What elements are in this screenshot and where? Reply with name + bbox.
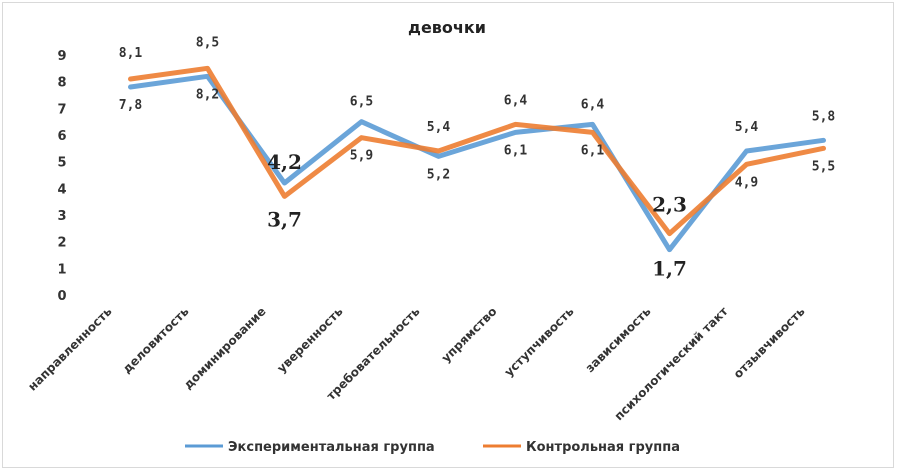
x-category-label: зависимость	[583, 304, 654, 375]
y-tick-label: 7	[57, 102, 66, 117]
data-label-control: 8,1	[119, 46, 143, 61]
y-tick-label: 0	[57, 289, 66, 304]
series-lines	[128, 65, 826, 253]
data-label-experimental: 7,8	[119, 98, 143, 113]
y-tick-label: 3	[57, 209, 66, 224]
chart-title: девочки	[408, 18, 486, 37]
data-label-control: 4,9	[735, 175, 758, 190]
x-category-label: уверенность	[274, 304, 346, 376]
legend-label-experimental: Экспериментальная группа	[228, 440, 435, 455]
legend: Экспериментальная группа Контрольная гру…	[185, 440, 680, 455]
data-label-experimental: 5,4	[735, 120, 759, 135]
y-tick-label: 9	[57, 49, 66, 64]
x-category-label: упрямство	[439, 304, 500, 365]
data-label-experimental: 6,4	[581, 97, 605, 112]
data-label-control: 5,5	[812, 159, 835, 174]
y-tick-label: 6	[57, 129, 66, 144]
y-axis: 0 1 2 3 4 5 6 7 8 9	[57, 49, 66, 304]
x-category-label: направленность	[25, 304, 115, 394]
y-tick-label: 8	[57, 76, 66, 91]
data-label-experimental: 6,5	[350, 95, 373, 110]
series-line-experimental	[128, 73, 826, 253]
y-tick-label: 1	[57, 262, 66, 277]
data-label-control: 6,1	[581, 143, 605, 158]
y-tick-label: 4	[57, 182, 66, 197]
x-category-label: уступчивость	[502, 304, 577, 379]
x-category-label: деловитость	[120, 304, 192, 376]
data-label-experimental: 8,2	[196, 87, 219, 102]
x-category-label: отзывчивость	[731, 304, 808, 381]
data-label-control: 2,3	[652, 193, 687, 217]
data-label-experimental: 1,7	[652, 257, 687, 281]
legend-label-control: Контрольная группа	[526, 440, 680, 455]
data-label-experimental: 6,1	[504, 143, 528, 158]
data-label-experimental: 5,8	[812, 109, 836, 124]
x-category-label: доминирование	[181, 304, 269, 392]
y-tick-label: 2	[57, 236, 66, 251]
data-labels: 7,8 8,2 4,2 6,5 5,2 6,1 6,4 1,7 5,4 5,8 8,1 8,5 3,7 5…	[119, 35, 836, 280]
series-line-control	[128, 65, 826, 237]
data-label-control: 6,4	[504, 93, 528, 108]
data-label-control: 5,9	[350, 149, 373, 164]
data-label-control: 8,5	[196, 35, 219, 50]
data-label-control: 5,4	[427, 120, 451, 135]
data-label-experimental: 4,2	[267, 150, 302, 174]
data-label-control: 3,7	[267, 207, 302, 231]
data-label-experimental: 5,2	[427, 167, 450, 182]
y-tick-label: 5	[57, 156, 66, 171]
